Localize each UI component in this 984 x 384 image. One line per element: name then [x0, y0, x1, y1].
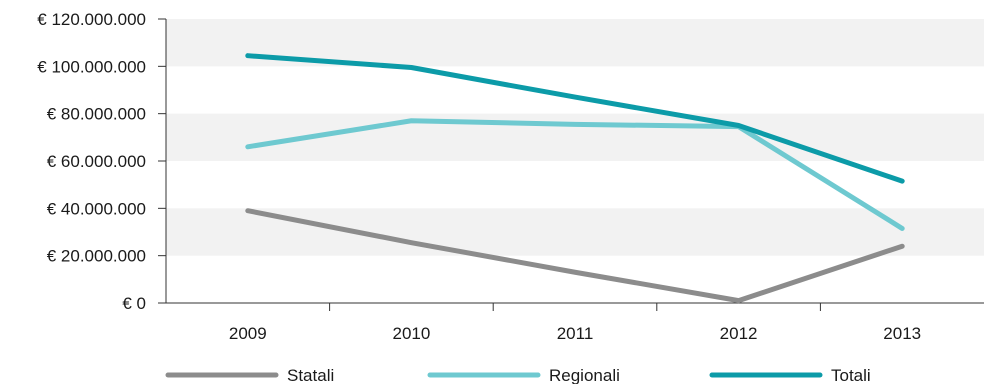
grid-band	[166, 208, 984, 256]
y-tick-label: € 80.000.000	[47, 105, 146, 124]
x-tick-label: 2013	[883, 324, 921, 343]
y-tick-label: € 40.000.000	[47, 199, 146, 218]
legend-label-totali: Totali	[831, 366, 871, 384]
legend-label-regionali: Regionali	[549, 366, 620, 384]
x-tick-label: 2012	[720, 324, 758, 343]
x-axis-ticks: 2009 2010 2011 2012 2013	[229, 303, 921, 343]
series-line-statali	[245, 208, 905, 304]
y-tick-label: € 60.000.000	[47, 152, 146, 171]
x-tick-label: 2009	[229, 324, 267, 343]
y-axis-ticks: € 0 € 20.000.000 € 40.000.000 € 60.000.000 €…	[37, 10, 166, 313]
grid-band	[166, 113, 984, 161]
x-tick-label: 2011	[557, 324, 594, 343]
legend-label-statali: Statali	[287, 366, 334, 384]
y-tick-label: € 100.000.000	[37, 57, 146, 76]
series-line-totali	[245, 53, 905, 184]
y-tick-label: € 120.000.000	[37, 10, 146, 29]
legend: Statali Regionali Totali	[165, 366, 871, 384]
x-tick-label: 2010	[392, 324, 430, 343]
grid-bands	[166, 19, 984, 256]
series-line-regionali	[245, 118, 905, 231]
series-lines	[245, 53, 905, 304]
y-tick-label: € 20.000.000	[47, 247, 146, 266]
y-tick-label: € 0	[122, 294, 146, 313]
